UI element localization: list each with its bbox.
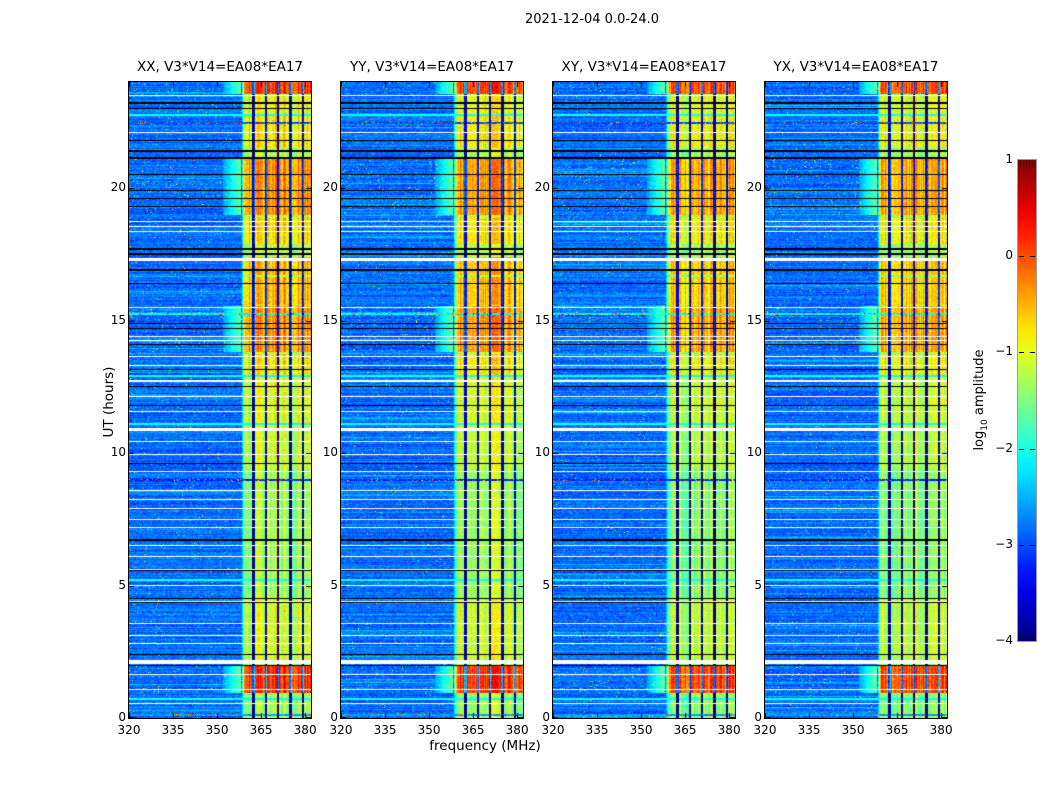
x-tick-label: 335 xyxy=(161,723,185,737)
colorbar-tick-label: 1 xyxy=(1005,152,1013,166)
colorbar-tick-mark xyxy=(1030,449,1035,450)
colorbar-tick-mark xyxy=(1030,352,1035,353)
spectrogram-panel-yx xyxy=(764,81,948,719)
y-tick-label: 5 xyxy=(542,577,550,592)
x-tick-label: 380 xyxy=(293,723,317,737)
y-tick-label: 0 xyxy=(118,710,126,724)
x-tick-label: 380 xyxy=(929,723,953,737)
spectrogram-canvas-xy xyxy=(553,82,735,718)
y-axis-label: UT (hours) xyxy=(101,366,117,438)
colorbar-tick-mark xyxy=(1030,545,1035,546)
x-tick-label: 365 xyxy=(885,723,909,737)
y-tick-label: 10 xyxy=(746,445,762,459)
y-tick-label: 10 xyxy=(110,445,126,459)
colorbar-top-hatch xyxy=(1020,161,1034,167)
x-tick-label: 350 xyxy=(205,723,229,737)
colorbar-tick-mark xyxy=(1019,352,1024,353)
x-tick-label: 350 xyxy=(841,723,865,737)
x-tick-label: 350 xyxy=(417,723,441,737)
x-tick-label: 365 xyxy=(673,723,697,737)
colorbar-tick-label: −3 xyxy=(995,536,1013,551)
y-tick-label: 20 xyxy=(534,180,550,194)
colorbar-tick-label: −2 xyxy=(995,440,1013,455)
x-tick-label: 335 xyxy=(797,723,821,737)
y-tick-label: 5 xyxy=(330,577,338,592)
panel-title-yx: YX, V3*V14=EA08*EA17 xyxy=(773,59,939,75)
x-axis-label: frequency (MHz) xyxy=(429,738,541,754)
x-tick-label: 335 xyxy=(585,723,609,737)
y-tick-label: 20 xyxy=(746,180,762,194)
y-tick-label: 15 xyxy=(746,312,762,327)
colorbar-label-suffix: amplitude xyxy=(972,349,988,420)
spectrogram-canvas-yy xyxy=(341,82,523,718)
x-tick-label: 380 xyxy=(505,723,529,737)
x-tick-label: 335 xyxy=(373,723,397,737)
colorbar xyxy=(1017,159,1037,642)
colorbar-tick-label: −4 xyxy=(995,633,1013,647)
colorbar-tick-mark xyxy=(1019,256,1024,257)
spectrogram-canvas-yx xyxy=(765,82,947,718)
colorbar-gradient xyxy=(1018,160,1036,641)
panel-title-xx: XX, V3*V14=EA08*EA17 xyxy=(136,59,304,75)
colorbar-tick-label: −1 xyxy=(995,344,1013,359)
y-tick-label: 5 xyxy=(118,577,126,592)
panel-title-yy: YY, V3*V14=EA08*EA17 xyxy=(349,59,515,75)
y-tick-label: 15 xyxy=(110,312,126,327)
x-tick-label: 380 xyxy=(717,723,741,737)
colorbar-axis-label: log10 amplitude xyxy=(972,349,990,450)
spectrogram-canvas-xx xyxy=(129,82,311,718)
spectrogram-panel-xy xyxy=(552,81,736,719)
y-tick-label: 15 xyxy=(534,312,550,327)
y-tick-label: 20 xyxy=(322,180,338,194)
x-tick-label: 320 xyxy=(329,723,353,737)
y-tick-label: 10 xyxy=(534,445,550,459)
colorbar-tick-mark xyxy=(1030,256,1035,257)
x-tick-label: 320 xyxy=(117,723,141,737)
x-tick-label: 365 xyxy=(249,723,273,737)
x-tick-label: 320 xyxy=(541,723,565,737)
colorbar-bottom-hatch xyxy=(1020,634,1034,640)
y-tick-label: 15 xyxy=(322,312,338,327)
colorbar-tick-mark xyxy=(1019,545,1024,546)
y-tick-label: 5 xyxy=(754,577,762,592)
x-tick-label: 320 xyxy=(753,723,777,737)
spectrogram-panel-yy xyxy=(340,81,524,719)
y-tick-label: 0 xyxy=(754,710,762,724)
colorbar-tick-mark xyxy=(1019,449,1024,450)
colorbar-tick-label: 0 xyxy=(1005,248,1013,263)
colorbar-label-prefix: log xyxy=(972,430,988,451)
y-tick-label: 10 xyxy=(322,445,338,459)
panel-title-xy: XY, V3*V14=EA08*EA17 xyxy=(561,59,727,75)
y-tick-label: 0 xyxy=(330,710,338,724)
y-tick-label: 0 xyxy=(542,710,550,724)
x-tick-label: 350 xyxy=(629,723,653,737)
x-tick-label: 365 xyxy=(461,723,485,737)
y-tick-label: 20 xyxy=(110,180,126,194)
colorbar-label-subscript: 10 xyxy=(979,419,990,431)
spectrogram-panel-xx xyxy=(128,81,312,719)
figure-title: 2021-12-04 0.0-24.0 xyxy=(525,12,659,27)
